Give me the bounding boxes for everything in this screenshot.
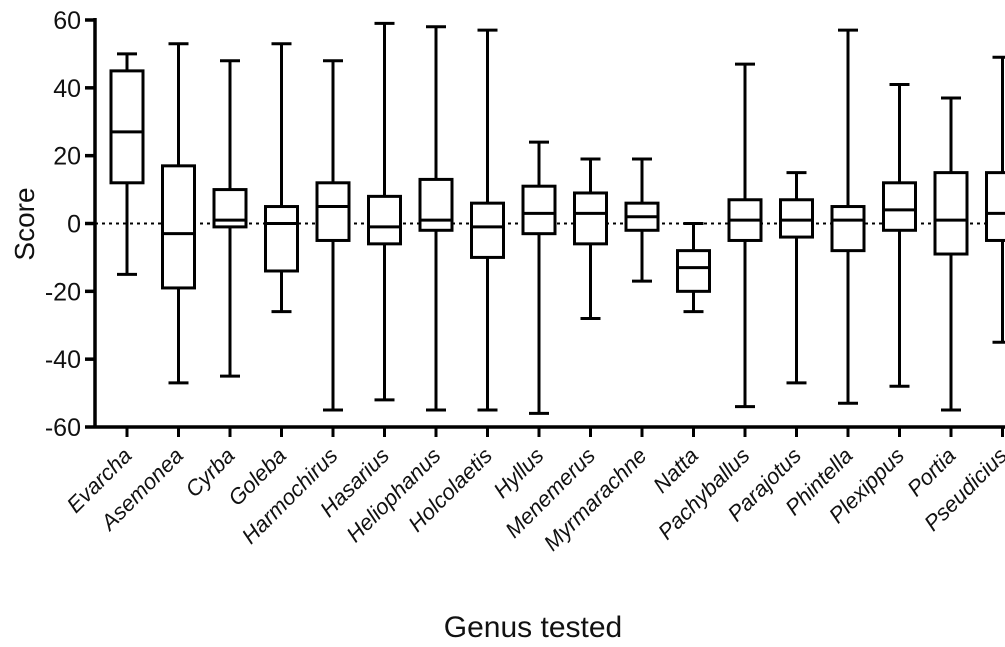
- x-axis-ticks: EvarchaAsemoneaCyrbaGolebaHarmochirusHas…: [62, 427, 1005, 556]
- box-holcolaetis: [470, 28, 505, 412]
- y-tick-label: 0: [67, 211, 81, 239]
- iqr-box: [779, 198, 814, 239]
- iqr-box: [573, 191, 608, 246]
- iqr-box: [933, 171, 969, 256]
- y-axis-ticks: 60 40 20 0 -20 -40 -60: [45, 7, 95, 442]
- iqr-box: [985, 171, 1005, 242]
- y-tick-label: 40: [53, 75, 81, 103]
- box-parajotus: [779, 171, 814, 385]
- y-tick-label: 20: [53, 143, 81, 171]
- box-plexippus: [882, 82, 917, 388]
- box-hyllus: [521, 140, 557, 415]
- y-axis-label: Score: [9, 187, 40, 260]
- y-tick-label: -40: [45, 346, 81, 374]
- box-goleba: [264, 42, 299, 314]
- iqr-box: [109, 69, 145, 185]
- box-pachyballus: [727, 62, 763, 409]
- box-evarcha: [109, 52, 145, 276]
- box-series: [109, 21, 1005, 415]
- iqr-box: [264, 205, 299, 273]
- box-natta: [676, 222, 711, 314]
- box-portia: [933, 96, 969, 412]
- box-menemerus: [573, 157, 608, 320]
- box-phintella: [830, 28, 866, 405]
- y-tick-label: -60: [45, 414, 81, 442]
- box-asemonea: [161, 42, 196, 385]
- iqr-box: [830, 205, 866, 253]
- box-cyrba: [212, 59, 248, 378]
- iqr-box: [470, 201, 505, 259]
- box-hasarius: [367, 21, 402, 402]
- iqr-box: [161, 164, 196, 290]
- box-pseudicius: [985, 55, 1005, 344]
- y-tick-label: 60: [53, 7, 81, 35]
- box-heliophanus: [418, 25, 454, 412]
- iqr-box: [676, 249, 711, 293]
- x-axis-label: Genus tested: [444, 611, 622, 644]
- iqr-box: [315, 181, 351, 242]
- box-harmochirus: [315, 59, 351, 412]
- iqr-box: [367, 194, 402, 246]
- box-myrmarachne: [624, 157, 660, 283]
- iqr-box: [418, 177, 454, 232]
- iqr-box: [882, 181, 917, 232]
- y-tick-label: -20: [45, 278, 81, 306]
- iqr-box: [521, 184, 557, 236]
